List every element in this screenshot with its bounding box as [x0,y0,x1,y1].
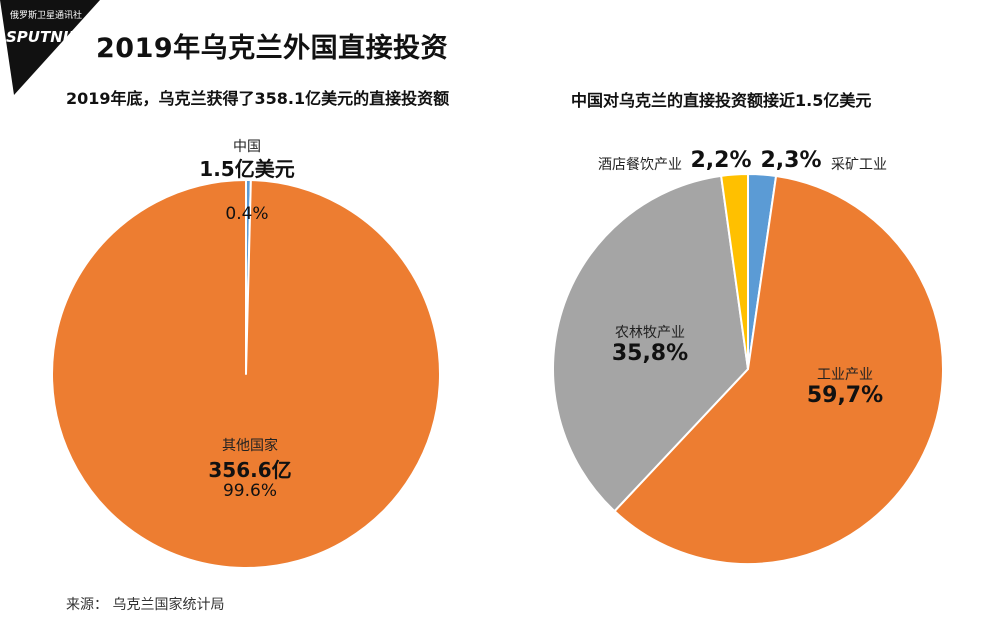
label-industry-name: 工业产业 [817,367,873,383]
logo-agency-text: 俄罗斯卫星通讯社 [10,9,82,21]
label-agriculture-percent: 35,8% [611,341,689,366]
label-hospitality-name: 酒店餐饮产业 [598,157,682,173]
label-others-amount: 356.6亿 [208,458,292,482]
label-mining-name: 采矿工业 [831,157,887,173]
logo-wordmark: SPUTNIK [6,28,81,46]
logo-triangle [0,0,100,95]
label-china-name: 中国 [233,139,261,155]
page-title: 2019年乌克兰外国直接投资 [96,33,449,64]
left-chart-title: 2019年底，乌克兰获得了358.1亿美元的直接投资额 [66,89,450,108]
label-china-amount: 1.5亿美元 [199,157,295,181]
label-industry-percent: 59,7% [806,383,884,408]
source-note: 来源： 乌克兰国家统计局 [66,597,225,613]
label-hospitality-percent: 2,2% [690,148,752,173]
label-china-percent: 0.4% [225,204,269,224]
right-pie-slice-1 [613,175,944,565]
right-pie-slice-3 [720,173,749,370]
pie-left [51,178,442,569]
right-chart-title: 中国对乌克兰的直接投资额接近1.5亿美元 [571,91,872,110]
label-others-percent: 99.6% [222,481,277,501]
left-pie-slice-1 [51,179,442,569]
right-pie-slice-2 [552,174,749,513]
label-others-name: 其他国家 [222,438,278,454]
label-mining-percent: 2,3% [760,148,822,173]
sputnik-logo: 俄罗斯卫星通讯社 SPUTNIK [0,0,100,95]
label-agriculture-name: 农林牧产业 [615,325,685,341]
pie-right [552,173,944,565]
